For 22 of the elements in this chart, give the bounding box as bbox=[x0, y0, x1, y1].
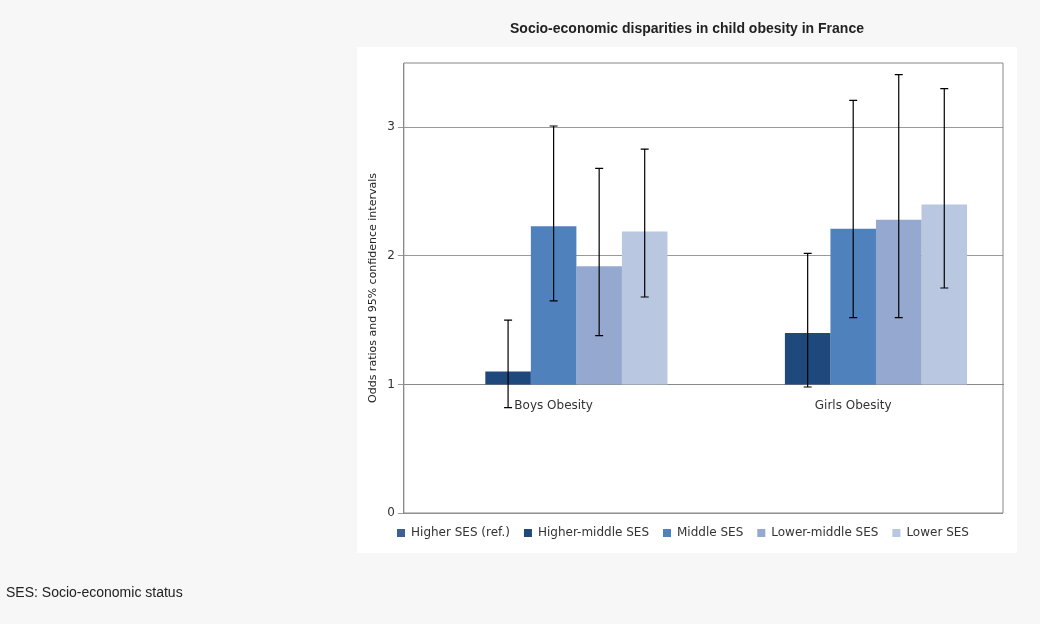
x-tick-label: Boys Obesity bbox=[514, 397, 593, 412]
bar bbox=[530, 226, 577, 385]
text: SES: Socio-economic status bbox=[6, 584, 183, 600]
legend-label: Lower SES bbox=[906, 525, 969, 540]
y-tick-label: 1 bbox=[387, 376, 395, 391]
legend-label: Higher SES (ref.) bbox=[411, 525, 510, 540]
chart-title: Socio-economic disparities in child obesity in France bbox=[509, 20, 865, 36]
bar bbox=[784, 333, 831, 385]
bar bbox=[485, 371, 531, 385]
y-tick-label: 0 bbox=[387, 505, 395, 520]
bar bbox=[875, 219, 922, 385]
legend-label: Middle SES bbox=[677, 525, 744, 540]
bar bbox=[921, 204, 968, 385]
legend-label: Higher-middle SES bbox=[537, 525, 650, 540]
bar bbox=[621, 231, 668, 385]
x-tick-label: Girls Obesity bbox=[814, 397, 892, 412]
legend-label: Lower-middle SES bbox=[771, 525, 879, 540]
bar bbox=[576, 266, 622, 385]
bar bbox=[830, 228, 876, 385]
y-axis-title: Odds ratios and 95% confidence intervals bbox=[366, 172, 380, 403]
y-tick-label: 3 bbox=[387, 119, 395, 134]
y-tick-label: 2 bbox=[387, 247, 395, 262]
